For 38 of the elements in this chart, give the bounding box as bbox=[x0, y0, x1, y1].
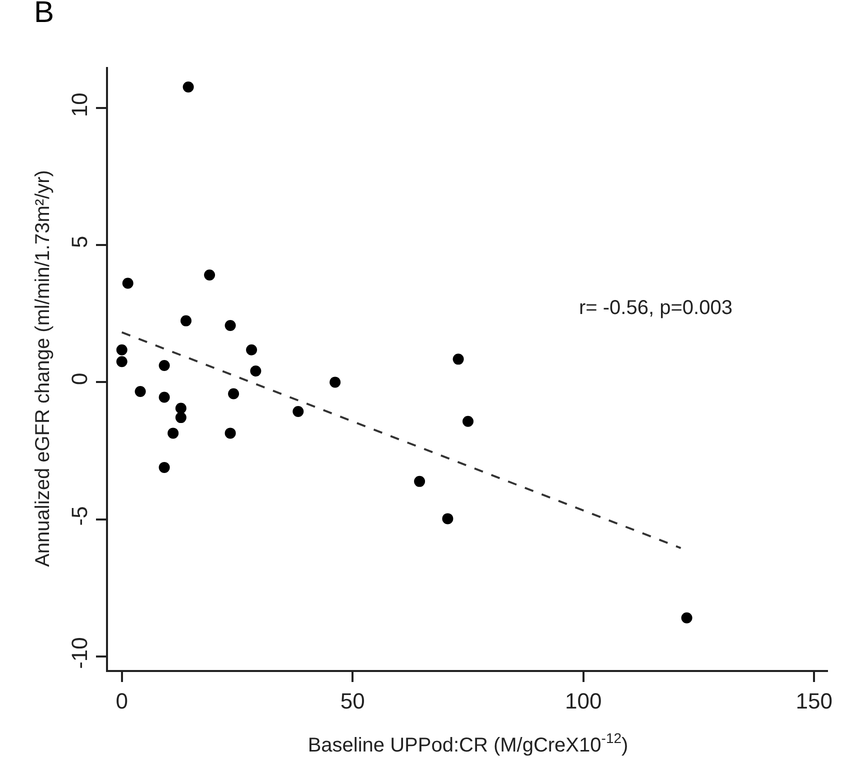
point bbox=[168, 428, 179, 439]
point bbox=[204, 270, 216, 281]
point bbox=[122, 278, 134, 289]
y-tick-label: 10 bbox=[67, 92, 92, 118]
point bbox=[158, 392, 170, 403]
annotation: r= -0.56, p=0.003 bbox=[579, 297, 732, 319]
point bbox=[116, 356, 128, 368]
y-tick-label: -5 bbox=[67, 506, 92, 526]
y-tick-label: 5 bbox=[67, 236, 92, 248]
point bbox=[224, 320, 236, 331]
y-axis-title: Annualized eGFR change (ml/min/1.73m²/yr) bbox=[32, 170, 54, 567]
x-tick-label: 50 bbox=[340, 688, 365, 714]
point bbox=[292, 406, 304, 418]
point bbox=[452, 354, 464, 365]
x-tick-label: 0 bbox=[116, 688, 128, 714]
point bbox=[134, 386, 146, 398]
y-tick-label: 0 bbox=[67, 372, 92, 386]
point bbox=[228, 388, 240, 400]
point bbox=[224, 428, 236, 439]
y-tick-label: -10 bbox=[67, 637, 92, 669]
point bbox=[158, 462, 170, 473]
point bbox=[175, 402, 186, 414]
x-tick-label: 150 bbox=[796, 688, 833, 714]
point bbox=[681, 612, 692, 624]
x-axis-title: Baseline UPPod:CR (M/gCreX10$^{-12}$) bbox=[308, 730, 628, 756]
point bbox=[250, 365, 262, 376]
point bbox=[116, 344, 128, 356]
text: B bbox=[34, 0, 54, 29]
x-tick-label: 100 bbox=[565, 688, 602, 714]
point bbox=[414, 476, 426, 487]
point bbox=[158, 360, 170, 371]
point bbox=[246, 344, 258, 356]
point bbox=[442, 513, 454, 524]
point bbox=[330, 376, 341, 388]
point bbox=[175, 412, 186, 424]
point bbox=[462, 416, 474, 427]
point bbox=[180, 315, 192, 326]
point bbox=[182, 82, 194, 93]
